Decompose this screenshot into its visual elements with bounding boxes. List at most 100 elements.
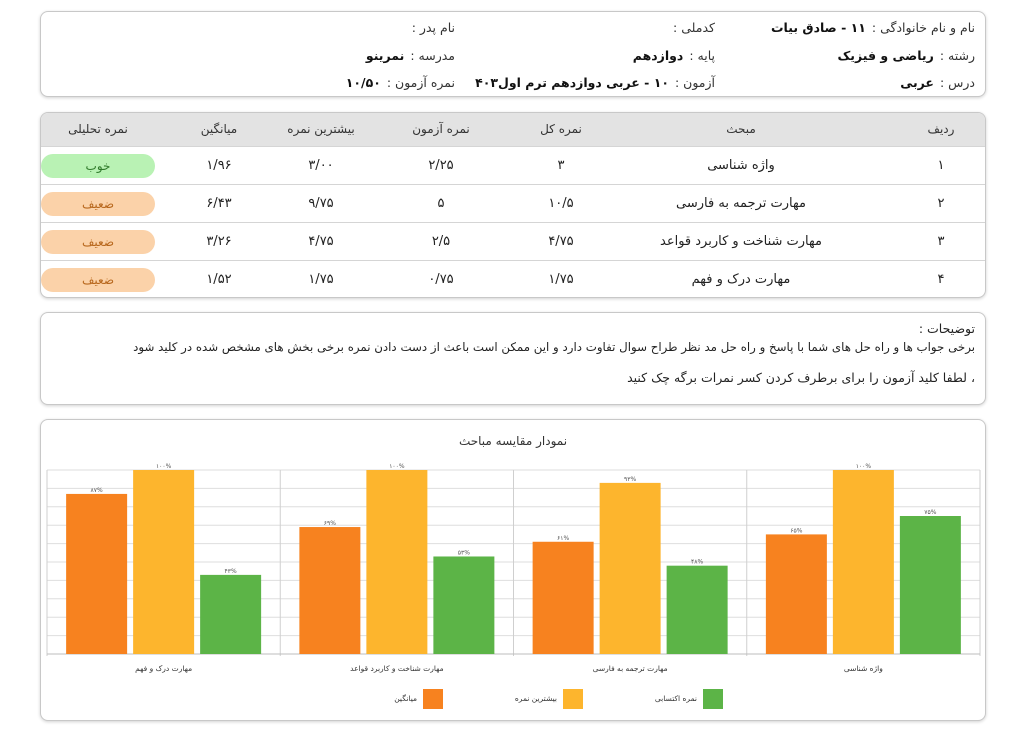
row-total-score: ۱۰/۵ [548,196,574,211]
row-topic: مهارت شناخت و کاربرد قواعد [660,234,822,249]
legend-swatch [563,689,583,709]
legend-label: میانگین [394,694,417,703]
national-code-field: کدملی : [667,20,715,35]
table-row: ۲ مهارت ترجمه به فارسی ۱۰/۵ ۵ ۹/۷۵ ۶/۴۳ … [41,184,985,222]
row-number: ۴ [937,272,945,287]
category-label: مهارت درک و فهم [135,664,192,673]
row-exam-score: ۲/۵ [431,234,451,249]
header-topic: مبحث [726,122,756,136]
course-field: درس : عربی [900,75,975,90]
exam-value: ۱۰ - عربی دوازدهم ترم اول۴۰۳ [475,75,669,90]
bar [433,556,495,654]
school-label: مدرسه : [410,48,455,63]
exam-score-value: ۱۰/۵۰ [345,75,381,90]
bar-data-label: ۴۳% [225,568,237,575]
exam-field: آزمون : ۱۰ - عربی دوازدهم ترم اول۴۰۳ [475,75,715,90]
legend-label: بیشترین نمره [515,694,557,703]
row-average: ۱/۹۶ [206,158,232,173]
row-number: ۱ [937,158,945,173]
bar [299,527,361,654]
table-header: ردیف مبحث نمره کل نمره آزمون بیشترین نمر… [41,113,985,146]
comparison-bar-chart: ۸۷% ۱۰۰% ۴۳% مهارت درک و فهم ۶۹% ۱۰۰% ۵۳% مهارت… [46,463,981,709]
exam-score-field: نمره آزمون : ۱۰/۵۰ [346,75,455,90]
bar [66,493,128,654]
bar [532,541,594,654]
row-average: ۶/۴۳ [206,196,232,211]
bar-data-label: ۵۳% [458,549,470,556]
analytic-status-badge: خوب [41,154,155,178]
comparison-chart-card: نمودار مقایسه مباحث ۸۷% ۱۰۰% ۴۳% مهارت درک … [40,419,986,721]
chart-title: نمودار مقایسه مباحث [458,434,568,448]
bar-data-label: ۴۸% [691,559,703,566]
field-of-study-value: ریاضی و فیزیک [837,48,934,63]
analytic-status-badge: ضعیف [41,268,155,292]
row-number: ۳ [937,234,945,249]
notes-title: توضیحات : [918,321,975,336]
notes-line-1: برخی جواب ها و راه حل های شما با پاسخ و … [133,340,975,354]
bar-data-label: ۱۰۰% [389,463,405,470]
school-value: نمرینو [365,48,405,63]
header-max-score: بیشترین نمره [287,122,355,136]
bar-data-label: ۹۳% [624,476,636,483]
student-name-value: ۱۱ - صادق بیات [770,20,866,35]
bar [899,516,961,654]
bar [200,574,262,654]
exam-label: آزمون : [674,75,715,90]
notes-card: توضیحات : برخی جواب ها و راه حل های شما … [40,312,986,405]
bar-data-label: ۱۰۰% [856,463,872,470]
father-name-field: نام پدر : [406,20,455,35]
row-max-score: ۴/۷۵ [308,234,334,249]
header-analytic-score: نمره تحلیلی [68,122,128,136]
row-topic: مهارت درک و فهم [691,272,791,287]
student-info-card: نام و نام خانوادگی : ۱۱ - صادق بیات کدملی… [40,11,986,97]
bar [832,470,894,654]
course-value: عربی [900,75,934,90]
table-row: ۱ واژه شناسی ۳ ۲/۲۵ ۳/۰۰ ۱/۹۶ خوب [41,146,985,184]
legend-swatch [423,689,443,709]
student-name-field: نام و نام خانوادگی : ۱۱ - صادق بیات [771,20,975,35]
category-label: واژه شناسی [844,664,883,673]
row-average: ۱/۵۲ [206,272,232,287]
grade-field: پایه : دوازدهم [633,48,715,63]
row-total-score: ۴/۷۵ [548,234,574,249]
national-code-label: کدملی : [673,20,715,35]
row-number: ۲ [937,196,945,211]
bar [133,470,195,654]
course-label: درس : [939,75,975,90]
row-max-score: ۳/۰۰ [308,158,334,173]
notes-line-2: ، لطفا کلید آزمون را برای برطرف کردن کسر… [627,370,975,385]
header-total-score: نمره کل [540,122,582,136]
school-field: مدرسه : نمرینو [366,48,455,63]
row-exam-score: ۰/۷۵ [428,272,454,287]
bar-data-label: ۸۷% [91,487,103,494]
header-row-number: ردیف [927,122,955,136]
field-of-study-field: رشته : ریاضی و فیزیک [837,48,975,63]
bar [666,565,728,654]
analytic-status-badge: ضعیف [41,230,155,254]
exam-score-label: نمره آزمون : [386,75,455,90]
bar-data-label: ۶۹% [324,520,336,527]
category-label: مهارت شناخت و کاربرد قواعد [350,664,443,673]
topics-table: ردیف مبحث نمره کل نمره آزمون بیشترین نمر… [40,112,986,298]
row-average: ۳/۲۶ [206,234,232,249]
header-exam-score: نمره آزمون [412,122,470,136]
table-row: ۳ مهارت شناخت و کاربرد قواعد ۴/۷۵ ۲/۵ ۴/… [41,222,985,260]
student-name-label: نام و نام خانوادگی : [871,20,975,35]
row-exam-score: ۲/۲۵ [428,158,454,173]
row-topic: واژه شناسی [707,158,775,173]
field-of-study-label: رشته : [939,48,975,63]
row-total-score: ۳ [557,158,565,173]
grade-label: پایه : [689,48,715,63]
row-max-score: ۱/۷۵ [308,272,334,287]
father-name-label: نام پدر : [411,20,455,35]
grade-value: دوازدهم [632,48,684,63]
row-topic: مهارت ترجمه به فارسی [676,196,806,211]
bar [765,534,827,654]
analytic-status-badge: ضعیف [41,192,155,216]
row-max-score: ۹/۷۵ [308,196,334,211]
legend-swatch [703,689,723,709]
bar [366,470,428,654]
bar [599,482,661,654]
row-total-score: ۱/۷۵ [548,272,574,287]
bar-data-label: ۱۰۰% [156,463,172,470]
